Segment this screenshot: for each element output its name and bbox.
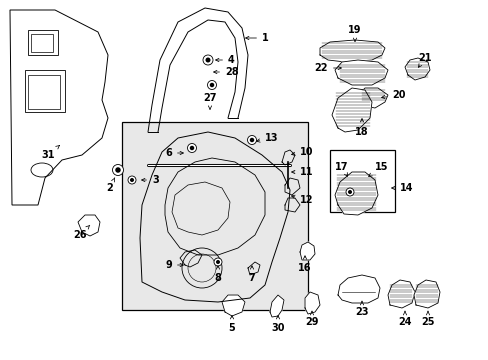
Circle shape	[187, 144, 196, 153]
Text: 4: 4	[215, 55, 234, 65]
Text: 2: 2	[106, 178, 115, 193]
Text: 26: 26	[73, 225, 90, 240]
Circle shape	[112, 165, 123, 175]
Polygon shape	[337, 275, 379, 303]
Text: 13: 13	[256, 133, 278, 143]
Polygon shape	[331, 88, 371, 132]
Text: 11: 11	[291, 167, 313, 177]
Text: 6: 6	[165, 148, 183, 158]
Circle shape	[249, 138, 254, 142]
Polygon shape	[78, 215, 100, 236]
Text: 19: 19	[347, 25, 361, 41]
Text: 9: 9	[165, 260, 183, 270]
Circle shape	[115, 167, 121, 173]
Text: 18: 18	[354, 119, 368, 137]
Text: 10: 10	[291, 147, 313, 157]
Text: 17: 17	[335, 162, 348, 176]
Circle shape	[247, 135, 256, 144]
Text: 12: 12	[291, 195, 313, 205]
Text: 3: 3	[142, 175, 159, 185]
Text: 30: 30	[271, 316, 284, 333]
Text: 7: 7	[248, 266, 255, 283]
Text: 1: 1	[245, 33, 268, 43]
Circle shape	[216, 260, 220, 264]
Polygon shape	[269, 295, 284, 317]
Circle shape	[214, 258, 222, 266]
Circle shape	[207, 81, 216, 90]
Polygon shape	[387, 280, 414, 308]
Bar	[28, 30, 58, 55]
Circle shape	[205, 58, 210, 63]
Polygon shape	[413, 280, 439, 308]
Polygon shape	[334, 60, 387, 85]
Text: 23: 23	[354, 301, 368, 317]
Circle shape	[346, 188, 353, 196]
Text: 20: 20	[381, 90, 405, 100]
Text: 5: 5	[228, 316, 235, 333]
Polygon shape	[319, 40, 384, 62]
Bar	[122, 122, 307, 310]
Polygon shape	[305, 292, 319, 314]
Text: 22: 22	[314, 63, 341, 73]
Circle shape	[130, 178, 134, 182]
Text: 14: 14	[391, 183, 413, 193]
Polygon shape	[404, 58, 429, 80]
Text: 25: 25	[420, 311, 434, 327]
Text: 31: 31	[41, 145, 60, 160]
Circle shape	[128, 176, 136, 184]
Text: 27: 27	[203, 93, 216, 109]
Text: 21: 21	[417, 53, 431, 67]
Bar	[31, 34, 53, 52]
Bar	[25, 70, 65, 112]
Circle shape	[209, 83, 214, 87]
Text: 15: 15	[368, 162, 387, 176]
Circle shape	[189, 146, 194, 150]
Polygon shape	[334, 172, 377, 215]
Text: 28: 28	[213, 67, 238, 77]
Text: 24: 24	[397, 311, 411, 327]
Polygon shape	[357, 88, 387, 108]
Circle shape	[347, 190, 351, 194]
Text: 16: 16	[298, 256, 311, 273]
Bar	[28, 75, 60, 109]
Bar	[329, 150, 394, 212]
Polygon shape	[222, 295, 244, 316]
Polygon shape	[299, 242, 314, 260]
Text: 8: 8	[214, 266, 221, 283]
Text: 29: 29	[305, 311, 318, 327]
Circle shape	[203, 55, 213, 65]
